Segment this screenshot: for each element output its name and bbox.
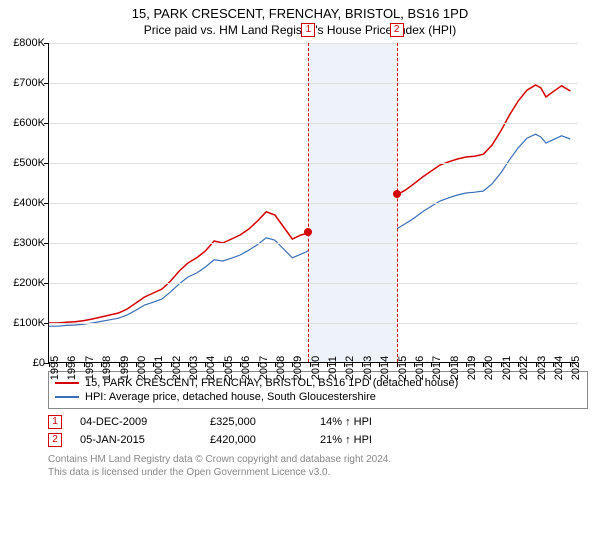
x-tick-label: 2016 [414, 356, 426, 380]
gridline [49, 203, 578, 204]
footnote-line: Contains HM Land Registry data © Crown c… [48, 453, 588, 466]
x-tick-label: 2008 [275, 356, 287, 380]
x-tick-label: 2001 [153, 356, 165, 380]
x-tick-label: 2013 [362, 356, 374, 380]
x-tick-label: 2005 [223, 356, 235, 380]
y-tick-label: £200K [13, 277, 45, 289]
sale-hpi: 14% ↑ HPI [320, 416, 372, 428]
x-tick-label: 2012 [344, 356, 356, 380]
chart-title: 15, PARK CRESCENT, FRENCHAY, BRISTOL, BS… [0, 0, 600, 21]
x-tick-label: 2015 [397, 356, 409, 380]
sale-date: 05-JAN-2015 [80, 434, 210, 446]
sale-row: 1 04-DEC-2009£325,00014% ↑ HPI [48, 413, 588, 431]
gridline [49, 43, 578, 44]
x-tick-label: 2004 [205, 356, 217, 380]
x-tick-label: 2023 [536, 356, 548, 380]
y-tick-label: £800K [13, 37, 45, 49]
sale-point [393, 190, 401, 198]
x-tick-label: 2025 [570, 356, 582, 380]
x-tick-label: 2018 [449, 356, 461, 380]
sale-guideline [397, 43, 398, 362]
y-tick-label: £700K [13, 77, 45, 89]
y-tick-label: £400K [13, 197, 45, 209]
legend-label: HPI: Average price, detached house, Sout… [85, 391, 376, 403]
x-tick-label: 2003 [188, 356, 200, 380]
x-tick-label: 1999 [119, 356, 131, 380]
y-tick-label: £600K [13, 117, 45, 129]
sale-row-marker: 1 [48, 415, 62, 429]
sale-point [304, 228, 312, 236]
gridline [49, 123, 578, 124]
sale-row: 2 05-JAN-2015£420,00021% ↑ HPI [48, 431, 588, 449]
x-tick-label: 2010 [310, 356, 322, 380]
y-tick-label: £300K [13, 237, 45, 249]
x-tick-label: 1996 [66, 356, 78, 380]
x-tick-label: 2021 [501, 356, 513, 380]
sales-table: 1 04-DEC-2009£325,00014% ↑ HPI 2 05-JAN-201… [48, 413, 588, 449]
sale-price: £420,000 [210, 434, 320, 446]
chart-subtitle: Price paid vs. HM Land Registry's House … [0, 21, 600, 43]
x-tick-label: 2011 [327, 356, 339, 380]
x-tick-label: 2017 [431, 356, 443, 380]
legend-swatch [55, 396, 79, 398]
sale-marker-label: 1 [301, 23, 315, 37]
plot-area: £0£100K£200K£300K£400K£500K£600K£700K£80… [48, 43, 578, 363]
legend-row: HPI: Average price, detached house, Sout… [55, 390, 581, 404]
sale-price: £325,000 [210, 416, 320, 428]
x-tick-label: 1998 [101, 356, 113, 380]
x-tick-label: 2006 [240, 356, 252, 380]
gridline [49, 163, 578, 164]
gridline [49, 283, 578, 284]
y-tick-label: £100K [13, 317, 45, 329]
x-tick-label: 2007 [258, 356, 270, 380]
x-tick-label: 1995 [49, 356, 61, 380]
chart-wrap: £0£100K£200K£300K£400K£500K£600K£700K£80… [48, 43, 590, 363]
y-tick-label: £500K [13, 157, 45, 169]
sale-date: 04-DEC-2009 [80, 416, 210, 428]
x-tick-label: 1997 [84, 356, 96, 380]
x-tick-label: 2020 [483, 356, 495, 380]
chart-container: 15, PARK CRESCENT, FRENCHAY, BRISTOL, BS… [0, 0, 600, 560]
footnote: Contains HM Land Registry data © Crown c… [48, 453, 588, 479]
x-tick-label: 2014 [379, 356, 391, 380]
gridline [49, 323, 578, 324]
x-tick-label: 2019 [466, 356, 478, 380]
legend-swatch [55, 382, 79, 384]
x-tick-label: 2002 [171, 356, 183, 380]
sale-marker-label: 2 [390, 23, 404, 37]
gridline [49, 243, 578, 244]
y-tick-label: £0 [33, 357, 45, 369]
x-tick-label: 2000 [136, 356, 148, 380]
sale-row-marker: 2 [48, 433, 62, 447]
x-tick-label: 2024 [553, 356, 565, 380]
x-tick-label: 2009 [292, 356, 304, 380]
footnote-line: This data is licensed under the Open Gov… [48, 466, 588, 479]
sale-hpi: 21% ↑ HPI [320, 434, 372, 446]
sale-guideline [308, 43, 309, 362]
gridline [49, 83, 578, 84]
x-tick-label: 2022 [518, 356, 530, 380]
